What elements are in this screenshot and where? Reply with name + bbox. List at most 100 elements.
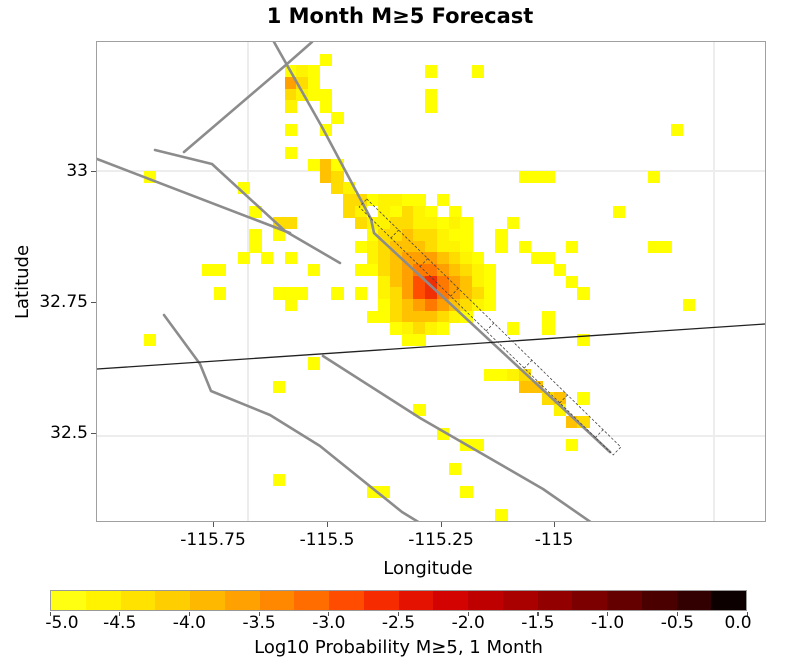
heatmap-cell [343, 205, 356, 218]
heatmap-cell [448, 228, 461, 242]
heatmap-cell [542, 322, 555, 335]
heatmap-cell [307, 88, 321, 101]
heatmap-cell [436, 252, 450, 265]
heatmap-cell [671, 123, 684, 136]
heatmap-cell [307, 77, 321, 90]
heatmap-cell [307, 65, 321, 78]
heatmap-cell [401, 228, 414, 242]
heatmap-cell [284, 217, 297, 230]
heatmap-cell [378, 275, 391, 288]
colorbar-tick-label: -3.0 [312, 613, 346, 633]
heatmap-cell [284, 287, 297, 300]
heatmap-cell [354, 240, 368, 253]
colorbar-tick-mark [258, 612, 260, 616]
heatmap-cell [436, 193, 450, 207]
colorbar-segment [572, 591, 607, 610]
heatmap-cell [460, 263, 473, 277]
y-tick-mark [90, 301, 96, 303]
heatmap-cell [425, 205, 438, 218]
colorbar-segment [120, 591, 156, 610]
heatmap-cell [413, 205, 426, 218]
heatmap-cell [143, 334, 157, 347]
heatmap-cell [647, 240, 661, 253]
heatmap-cell [460, 485, 473, 499]
heatmap-cell [249, 228, 262, 242]
heatmap-cell [448, 299, 461, 312]
heatmap-cell [389, 263, 403, 277]
heatmap-cell [542, 392, 555, 405]
heatmap-cell [472, 65, 485, 78]
heatmap-cell [483, 287, 496, 300]
y-tick-label: 32.75 [39, 292, 88, 312]
heatmap-cell [554, 263, 567, 277]
colorbar-segment [537, 591, 573, 610]
colorbar-segment [433, 591, 468, 610]
heatmap-cell [682, 299, 696, 312]
x-tick-mark [326, 522, 328, 527]
heatmap-cell [425, 88, 438, 101]
graticule-line [247, 42, 249, 521]
colorbar-segment [294, 591, 329, 610]
colorbar-segment [363, 591, 399, 610]
colorbar-tick-label: -5.0 [45, 613, 79, 633]
rupture-trace-segment-tick [450, 287, 459, 297]
heatmap-cell [425, 310, 438, 323]
colorbar-tick-mark [49, 612, 51, 616]
heatmap-cell [413, 334, 426, 347]
heatmap-cell [401, 334, 414, 347]
heatmap-cell [389, 322, 403, 335]
heatmap-cell [272, 474, 285, 487]
heatmap-cell [413, 228, 426, 242]
colorbar-tick-label: -1.0 [591, 613, 625, 633]
heatmap-cell [460, 217, 473, 230]
heatmap-cell [389, 228, 403, 242]
colorbar-segment [676, 591, 712, 610]
heatmap-cell [425, 252, 438, 265]
heatmap-cell [425, 240, 438, 253]
heatmap-cell [413, 299, 426, 312]
x-tick-mark [212, 522, 214, 527]
colorbar-tick-mark [119, 612, 121, 616]
heatmap-cell [436, 263, 450, 277]
heatmap-cell [507, 217, 520, 230]
colorbar-tick-mark [607, 612, 609, 616]
heatmap-cell [272, 380, 285, 393]
heatmap-cell [272, 287, 285, 300]
heatmap-cell [577, 392, 590, 405]
heatmap-cell [436, 228, 450, 242]
colorbar-segment [711, 591, 746, 610]
heatmap-cell [448, 310, 461, 323]
heatmap-cell [319, 170, 332, 183]
heatmap-cell [413, 310, 426, 323]
heatmap-cell [448, 252, 461, 265]
fault-line [272, 42, 612, 454]
heatmap-cell [518, 380, 532, 393]
heatmap-cell [413, 322, 426, 335]
heatmap-cell [214, 263, 227, 277]
heatmap-cell [542, 252, 555, 265]
colorbar-tick-label: 0.0 [724, 613, 752, 633]
heatmap-cell [659, 240, 672, 253]
colorbar-tick-mark [537, 612, 539, 616]
heatmap-cell [460, 252, 473, 265]
heatmap-cell [307, 263, 321, 277]
heatmap-cell [378, 252, 391, 265]
heatmap-cell [272, 228, 285, 242]
heatmap-cell [448, 462, 461, 475]
y-tick-label: 32.5 [50, 423, 88, 443]
heatmap-cell [448, 217, 461, 230]
heatmap-cell [307, 357, 321, 370]
heatmap-cell [495, 509, 508, 521]
heatmap-cell [425, 299, 438, 312]
heatmap-cell [577, 334, 590, 347]
colorbar-segment [259, 591, 295, 610]
colorbar-tick-mark [328, 612, 330, 616]
heatmap-cell [401, 240, 414, 253]
heatmap-cell [237, 252, 250, 265]
heatmap-cell [425, 100, 438, 113]
heatmap-cell [401, 299, 414, 312]
heatmap-cell [389, 287, 403, 300]
heatmap-cell [460, 240, 473, 253]
heatmap-cell [448, 263, 461, 277]
